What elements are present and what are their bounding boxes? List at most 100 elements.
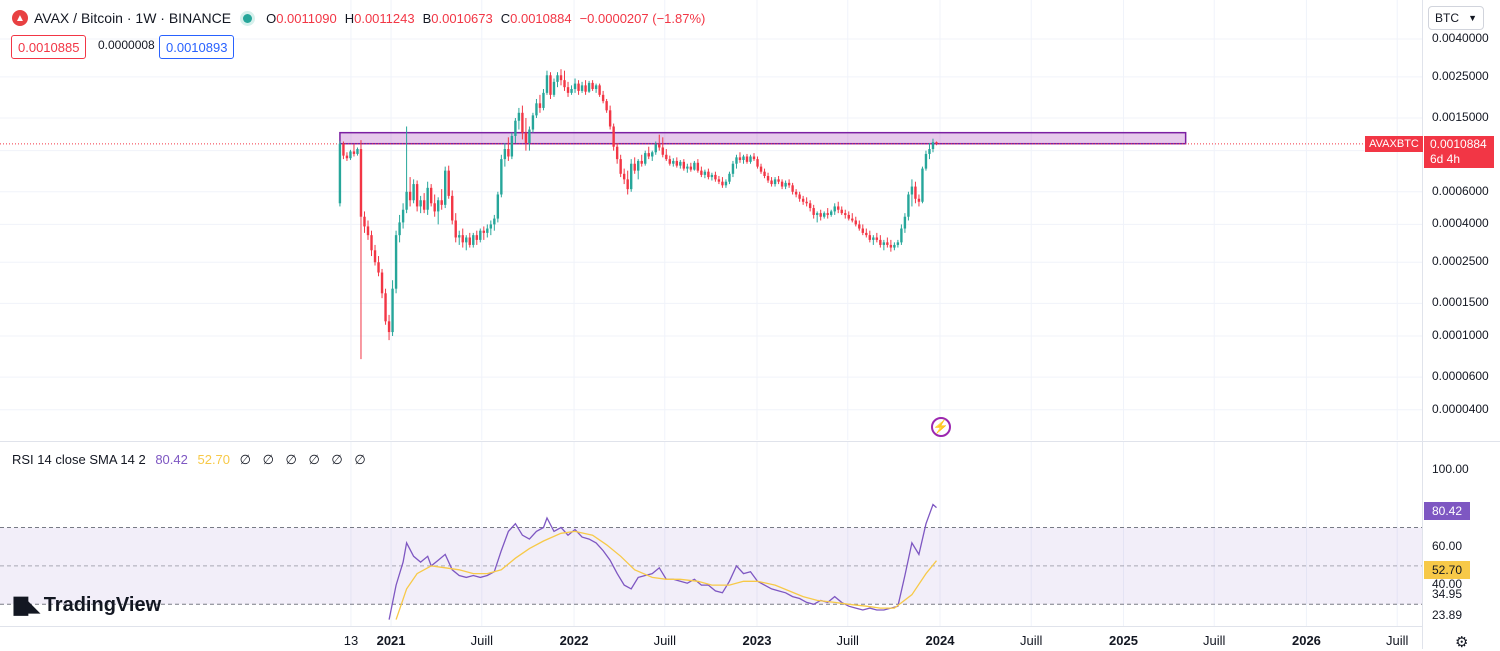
candle-body [914,186,917,199]
candle-body [735,157,738,164]
candle [391,280,394,336]
time-tick-label: 2026 [1291,633,1321,648]
bar-countdown: 6d 4h [1430,152,1461,166]
candle-body [514,120,517,136]
ohlc-close-value: 0.0010884 [510,10,572,26]
candle-body [798,194,801,199]
candle-body [384,293,387,322]
candle-body [454,220,457,238]
candle [777,175,780,185]
candle-body [682,161,686,169]
candle [710,172,714,181]
candle-body [601,94,605,102]
candle [479,228,482,243]
candle [900,224,903,245]
pane-divider[interactable] [0,441,1500,442]
candle-body [724,181,728,186]
candle [665,149,668,161]
rsi-title[interactable]: RSI 14 close SMA 14 2 [12,452,146,467]
symbol-title[interactable]: AVAX / Bitcoin · 1W · BINANCE [34,10,232,26]
candle-body [851,218,854,221]
candle-body [577,83,580,91]
market-status-icon[interactable] [243,13,253,23]
candle-body [844,213,847,215]
candle-body [405,191,408,210]
resistance-zone[interactable] [339,131,1187,145]
candle [770,177,773,187]
rsi-tick-label: 60.00 [1432,538,1463,553]
candle [401,203,405,229]
candle-body [440,200,443,205]
candle [503,142,507,167]
candle-body [356,149,359,154]
candle-body [879,239,882,245]
chevron-down-icon: ▼ [1468,13,1477,23]
candle-body [644,153,647,164]
price-tick-label: 0.0006000 [1432,183,1489,198]
sell-price-button[interactable]: 0.0010885 [11,35,87,59]
gear-icon[interactable]: ⚙ [1455,634,1469,651]
candle-body [559,75,563,81]
candle-body [352,151,356,154]
candle-body [928,149,931,154]
price-tick-label: 0.0025000 [1432,68,1489,83]
price-tick-label: 0.0000600 [1432,369,1489,384]
candle [794,189,798,198]
candle [405,126,408,214]
candle-body [605,101,608,111]
price-chart[interactable] [0,0,1422,440]
candle-body [858,224,861,229]
candle [826,208,829,219]
candle [858,220,861,231]
candle [566,81,570,97]
rsi-legend[interactable]: RSI 14 close SMA 14 2 80.42 52.70 ∅ ∅ ∅ … [12,452,370,468]
candle [917,194,921,207]
symbol-header[interactable]: ▲ AVAX / Bitcoin · 1W · BINANCE O 0.00110… [12,8,713,28]
symbol-price-label: AVAXBTC [1365,136,1423,152]
candle [830,209,833,217]
ohlc-close-key: C [500,10,511,26]
candle [872,235,875,245]
candle [444,166,447,209]
candle [791,182,794,195]
candle [658,134,661,151]
price-gridlines [0,0,1422,440]
currency-select[interactable]: BTC ▼ [1428,6,1484,30]
last-price-label: 0.0010884 6d 4h [1424,136,1494,168]
candle [731,160,735,178]
candle-body [808,203,812,209]
candle [644,150,647,166]
time-tick-label: 2022 [559,633,589,648]
tradingview-logo[interactable]: ▇◣ TradingView [14,594,161,617]
candle-body [629,163,633,190]
candle [601,90,605,104]
candle-body [665,154,668,160]
candle-body [415,184,419,207]
candle [580,81,584,93]
candle-body [756,159,759,167]
lightning-icon[interactable]: ⚡ [931,417,951,437]
currency-select-value: BTC [1435,11,1459,25]
candle [598,83,601,97]
buy-price-button[interactable]: 0.0010893 [159,35,235,59]
rsi-chart[interactable] [0,442,1422,626]
candle [833,203,836,215]
candle-body [861,228,864,233]
price-axis-divider [1422,0,1423,649]
candle-body [868,235,872,240]
candle-body [528,129,531,143]
candle [854,216,857,227]
candle [787,179,791,188]
time-tick-label: Juill [836,633,859,648]
candle [605,98,608,113]
candle-body [696,162,700,171]
candle-body [615,146,619,160]
candles [338,69,938,360]
candle [496,191,500,223]
candle-body [794,191,798,195]
candle-body [672,160,675,164]
candle [700,166,703,178]
candle [577,80,580,95]
candle-body [907,194,910,217]
candle-body [896,242,900,245]
